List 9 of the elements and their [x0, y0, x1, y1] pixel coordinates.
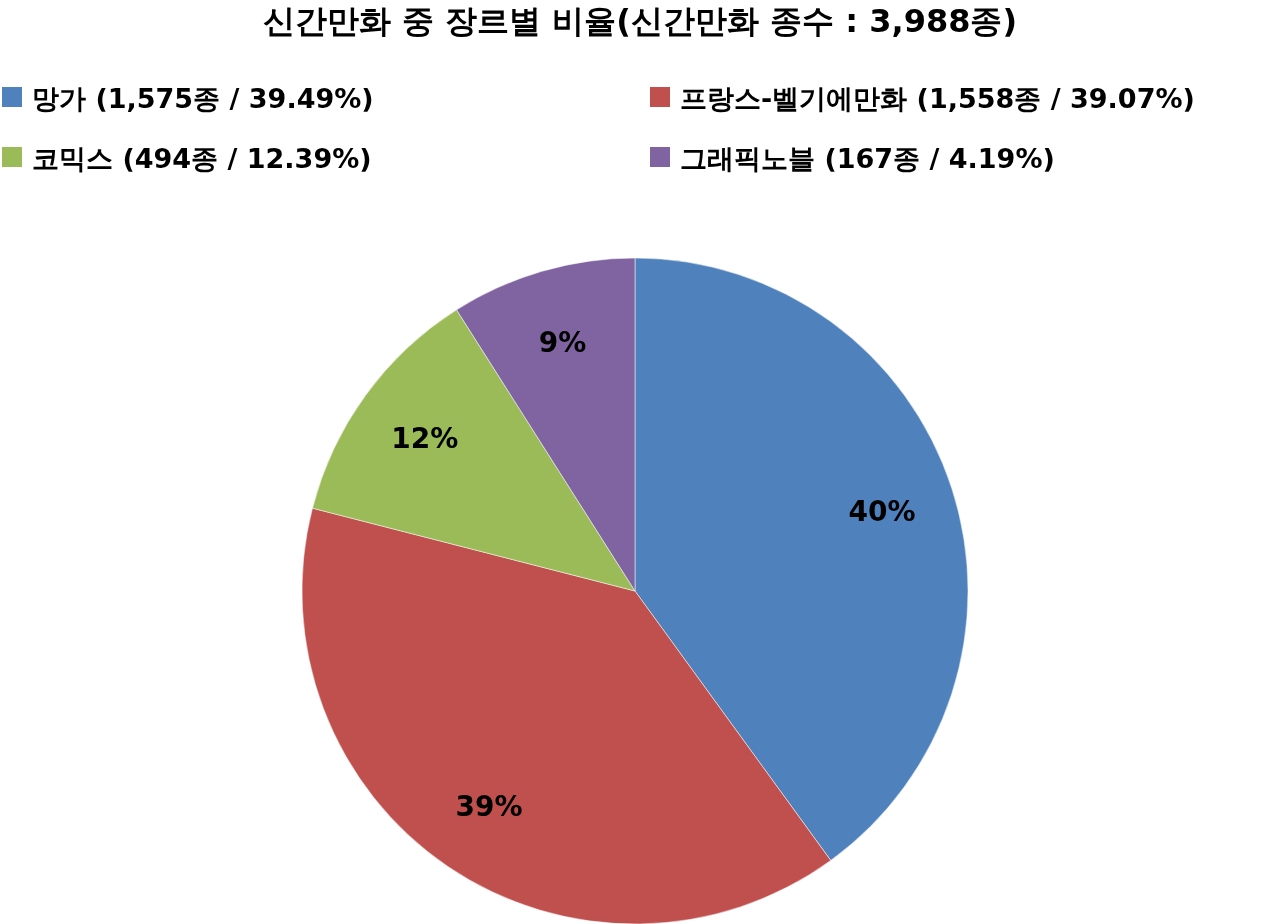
legend-label: 프랑스-벨기에만화 (1,558종 / 39.07%)	[680, 83, 1195, 114]
legend-label: 그래픽노블 (167종 / 4.19%)	[680, 143, 1055, 174]
data-label: 12%	[391, 422, 459, 456]
chart-title: 신간만화 중 장르별 비율(신간만화 종수 : 3,988종)	[262, 2, 1018, 40]
data-label: 40%	[848, 494, 916, 528]
data-label: 9%	[538, 325, 587, 359]
legend-label: 망가 (1,575종 / 39.49%)	[32, 83, 374, 114]
data-label: 39%	[455, 789, 523, 823]
legend-label: 코믹스 (494종 / 12.39%)	[32, 143, 372, 174]
